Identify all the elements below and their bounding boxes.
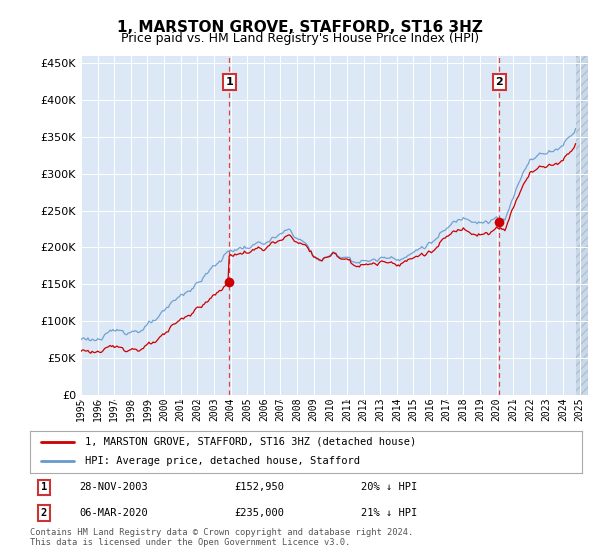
Text: 2022: 2022 [525, 398, 535, 421]
Text: 2: 2 [41, 508, 47, 518]
Text: 2013: 2013 [375, 398, 385, 421]
Text: £152,950: £152,950 [234, 482, 284, 492]
Text: 2024: 2024 [558, 398, 568, 421]
Text: 2000: 2000 [159, 398, 169, 421]
Text: 21% ↓ HPI: 21% ↓ HPI [361, 508, 418, 518]
Text: 1, MARSTON GROVE, STAFFORD, ST16 3HZ: 1, MARSTON GROVE, STAFFORD, ST16 3HZ [117, 20, 483, 35]
Text: 2017: 2017 [442, 398, 452, 421]
Text: 2009: 2009 [309, 398, 319, 421]
Text: 2025: 2025 [575, 398, 584, 421]
Text: 2011: 2011 [342, 398, 352, 421]
Text: 06-MAR-2020: 06-MAR-2020 [80, 508, 148, 518]
Text: 2005: 2005 [242, 398, 252, 421]
Text: 2007: 2007 [275, 398, 286, 421]
Text: 2002: 2002 [193, 398, 202, 421]
Text: 2019: 2019 [475, 398, 485, 421]
Text: 1: 1 [226, 77, 233, 87]
Text: 1998: 1998 [126, 398, 136, 421]
Text: 2010: 2010 [325, 398, 335, 421]
Text: 2018: 2018 [458, 398, 469, 421]
Text: Price paid vs. HM Land Registry's House Price Index (HPI): Price paid vs. HM Land Registry's House … [121, 32, 479, 45]
Text: 2003: 2003 [209, 398, 219, 421]
Text: 2020: 2020 [491, 398, 502, 421]
Text: 1, MARSTON GROVE, STAFFORD, ST16 3HZ (detached house): 1, MARSTON GROVE, STAFFORD, ST16 3HZ (de… [85, 437, 416, 447]
Text: £235,000: £235,000 [234, 508, 284, 518]
Text: Contains HM Land Registry data © Crown copyright and database right 2024.
This d: Contains HM Land Registry data © Crown c… [30, 528, 413, 548]
Text: 2006: 2006 [259, 398, 269, 421]
Text: 28-NOV-2003: 28-NOV-2003 [80, 482, 148, 492]
Text: 1996: 1996 [92, 398, 103, 421]
Text: HPI: Average price, detached house, Stafford: HPI: Average price, detached house, Staf… [85, 456, 360, 466]
Text: 2016: 2016 [425, 398, 435, 421]
Text: 2: 2 [496, 77, 503, 87]
Text: 2004: 2004 [226, 398, 236, 421]
Bar [575, 56, 588, 395]
Text: 2015: 2015 [409, 398, 418, 421]
Text: 2014: 2014 [392, 398, 402, 421]
Text: 1: 1 [41, 482, 47, 492]
Text: 2012: 2012 [359, 398, 368, 421]
Text: 1997: 1997 [109, 398, 119, 421]
Text: 1999: 1999 [142, 398, 152, 421]
Text: 2008: 2008 [292, 398, 302, 421]
Text: 2001: 2001 [176, 398, 186, 421]
Text: 1995: 1995 [76, 398, 86, 421]
Text: 20% ↓ HPI: 20% ↓ HPI [361, 482, 418, 492]
Text: 2023: 2023 [541, 398, 551, 421]
Text: 2021: 2021 [508, 398, 518, 421]
